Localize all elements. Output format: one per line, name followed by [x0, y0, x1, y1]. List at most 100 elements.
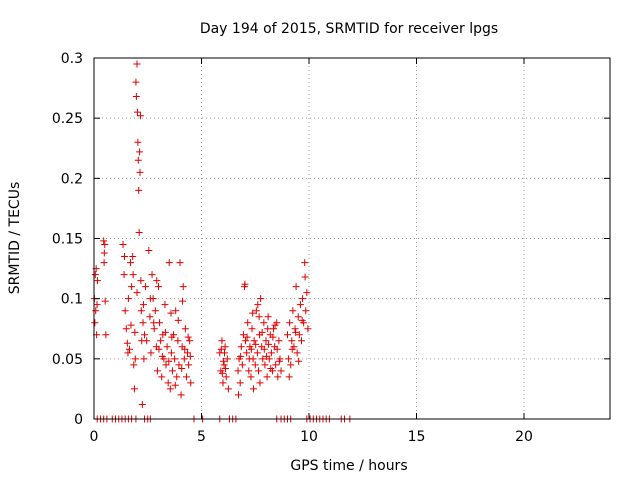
data-point [284, 331, 291, 339]
data-point [121, 307, 129, 315]
data-point [249, 309, 257, 317]
data-point [250, 337, 258, 345]
data-point [288, 337, 296, 345]
data-point [289, 307, 297, 315]
data-point [221, 343, 229, 351]
data-point [182, 373, 190, 381]
data-point [100, 237, 108, 245]
data-point [162, 361, 170, 369]
data-point [237, 352, 245, 360]
data-point [145, 247, 153, 255]
data-point [157, 337, 165, 345]
data-point [174, 316, 182, 324]
data-point [177, 391, 185, 399]
data-point [219, 357, 227, 365]
axis-ticks: 0 5 10 15 20 0 0.05 0.1 0.15 0.2 0.25 0.3 [52, 51, 610, 445]
y-tick-label: 0 [74, 412, 83, 428]
data-point [294, 313, 302, 321]
data-point [267, 349, 275, 357]
data-point [127, 321, 135, 329]
data-point [299, 295, 307, 303]
data-point [253, 349, 261, 357]
data-point [130, 385, 138, 393]
data-point [261, 361, 269, 369]
data-point [172, 307, 180, 315]
data-point [262, 337, 270, 345]
data-point [247, 345, 255, 353]
data-point [295, 357, 303, 365]
data-point [222, 373, 230, 381]
data-point [179, 297, 187, 305]
y-axis-label: SRMTID / TECUs [7, 182, 23, 295]
data-point [241, 280, 249, 288]
data-point [174, 337, 182, 345]
data-point [269, 333, 277, 341]
data-point [124, 349, 132, 357]
data-point [303, 289, 311, 297]
data-point [275, 357, 283, 365]
data-point [132, 93, 140, 101]
data-point [155, 345, 163, 353]
data-point [295, 331, 303, 339]
data-point [127, 259, 135, 267]
data-point [133, 108, 141, 116]
data-point [151, 307, 159, 315]
data-point [139, 301, 147, 309]
x-tick-label: 0 [90, 429, 99, 445]
data-point [236, 379, 244, 387]
data-point [134, 138, 142, 146]
data-point [100, 249, 108, 257]
data-point [133, 60, 141, 68]
y-tick-label: 0.3 [61, 51, 83, 67]
data-point [93, 301, 101, 309]
chart-title: Day 194 of 2015, SRMTID for receiver lpg… [200, 21, 498, 37]
grid-lines [94, 58, 610, 419]
data-point [255, 313, 263, 321]
data-point [254, 301, 262, 309]
x-tick-label: 5 [197, 429, 206, 445]
data-point [259, 355, 267, 363]
data-point [222, 364, 230, 372]
data-point [129, 253, 137, 261]
data-point [168, 333, 176, 341]
data-point [264, 325, 272, 333]
data-point [302, 307, 310, 315]
data-point [122, 325, 130, 333]
x-tick-label: 15 [408, 429, 426, 445]
data-point [128, 283, 136, 291]
data-point [254, 367, 262, 375]
data-point [91, 271, 99, 279]
data-point [224, 385, 232, 393]
data-point [218, 337, 226, 345]
data-point [301, 273, 309, 281]
data-point [185, 361, 193, 369]
data-point [218, 369, 226, 377]
data-point [285, 355, 293, 363]
data-point [304, 325, 312, 333]
data-point [181, 325, 189, 333]
data-point [274, 373, 282, 381]
data-point [101, 241, 109, 249]
data-point [147, 349, 155, 357]
data-point [165, 357, 173, 365]
data-point [221, 349, 229, 357]
data-point [247, 373, 255, 381]
data-point [242, 337, 250, 345]
data-point [168, 367, 176, 375]
data-point [92, 307, 100, 315]
data-point [171, 381, 179, 389]
data-point [287, 361, 295, 369]
data-point [184, 333, 192, 341]
data-point [267, 364, 275, 372]
data-point [137, 277, 145, 285]
data-point [148, 271, 156, 279]
data-point [134, 156, 142, 164]
data-point [217, 345, 225, 353]
data-point [238, 361, 246, 369]
data-point [130, 361, 138, 369]
data-point [243, 349, 251, 357]
data-point [252, 307, 260, 315]
data-point [91, 319, 99, 327]
data-point [301, 259, 309, 267]
